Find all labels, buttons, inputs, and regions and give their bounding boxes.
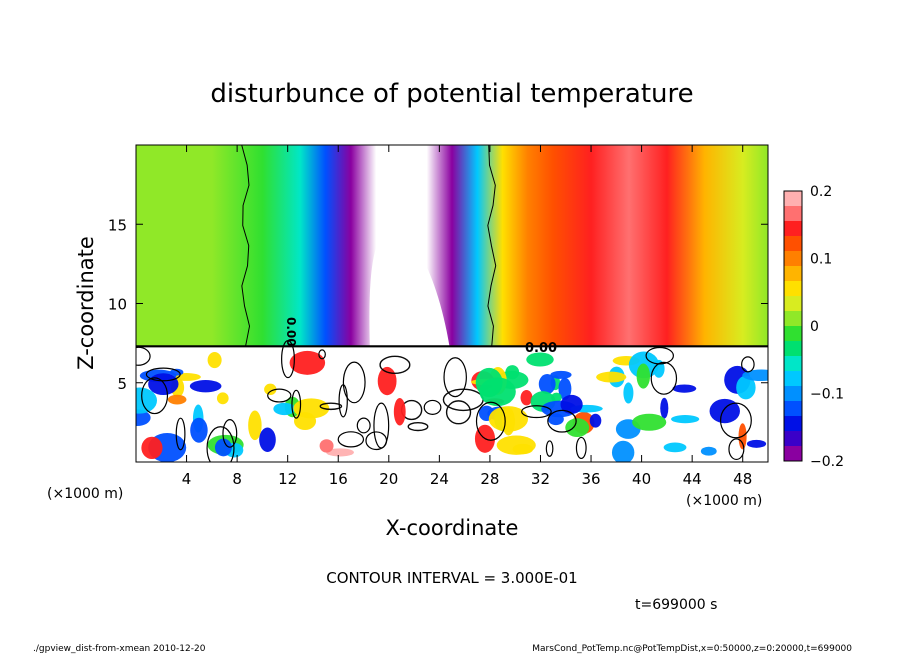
footer-left: ./gpview_dist-from-xmean 2010-12-20 (33, 644, 206, 654)
x-tick-label: 40 (632, 470, 651, 488)
y-axis-label: Z-coordinate (74, 236, 98, 370)
colorbar: 0.2 0.1 0 −0.1 −0.2 (783, 184, 844, 470)
x-tick-label: 36 (581, 470, 600, 488)
contour-label: 0.00 (525, 341, 557, 356)
contour-lines (136, 145, 768, 348)
x-tick-label: 4 (182, 470, 192, 488)
cold-core (369, 230, 450, 347)
plot-area: 0.00 0.00 (136, 145, 768, 462)
colorbar-ticks: 0.2 0.1 0 −0.1 −0.2 (810, 184, 844, 470)
y-tick-label: 15 (108, 216, 127, 234)
colorbar-scale (783, 190, 803, 462)
chart-title: disturbunce of potential temperature (210, 79, 693, 109)
upper-field (136, 145, 768, 347)
x-tick-label: 32 (531, 470, 550, 488)
colorbar-tick-label: 0.1 (810, 252, 832, 268)
x-tick-label: 20 (379, 470, 398, 488)
y-axis-ticks: 5 10 15 (108, 216, 768, 393)
colorbar-tick-label: 0.2 (810, 184, 832, 200)
y-tick-label: 5 (117, 375, 127, 393)
zero-contour (487, 145, 497, 347)
x-unit-right: (×1000 m) (686, 493, 762, 509)
x-tick-label: 12 (278, 470, 297, 488)
colorbar-tick-label: −0.1 (810, 387, 844, 403)
contour-label: 0.00 (284, 317, 298, 347)
x-axis-label: X-coordinate (386, 516, 519, 540)
x-tick-label: 48 (733, 470, 752, 488)
lower-turbulent-patches (136, 340, 768, 462)
y-tick-label: 10 (108, 296, 127, 314)
x-tick-label: 16 (329, 470, 348, 488)
footer-right: MarsCond_PotTemp.nc@PotTempDist,x=0:5000… (532, 644, 852, 654)
x-tick-label: 28 (480, 470, 499, 488)
colorbar-tick-label: 0 (810, 319, 819, 335)
x-unit-left: (×1000 m) (47, 486, 123, 502)
x-tick-label: 24 (430, 470, 449, 488)
time-text: t=699000 s (635, 597, 717, 613)
x-tick-label: 44 (683, 470, 702, 488)
zero-contour (241, 145, 251, 347)
x-axis-ticks: 4 8 12 16 20 24 28 32 36 40 44 48 (182, 145, 752, 488)
colorbar-tick-label: −0.2 (810, 454, 844, 470)
x-tick-label: 8 (232, 470, 242, 488)
contour-interval-text: CONTOUR INTERVAL = 3.000E-01 (326, 569, 577, 587)
